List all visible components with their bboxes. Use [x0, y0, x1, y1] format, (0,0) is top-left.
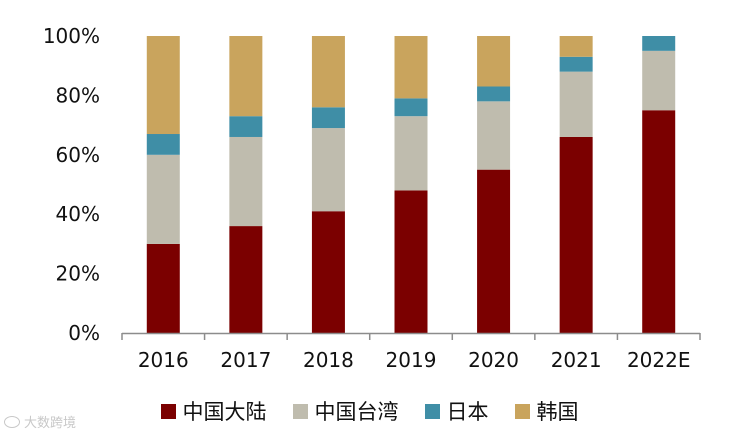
x-tick-label: 2022E: [627, 348, 691, 372]
bar-segment-2020-3: [477, 36, 511, 87]
legend-label-korea: 韩国: [536, 400, 579, 424]
x-tick-label: 2020: [468, 348, 519, 372]
bar-segment-2016-0: [146, 243, 180, 333]
bar-segment-2021-2: [559, 56, 593, 72]
legend-swatch-japan: [424, 403, 440, 419]
y-tick-label: 100%: [43, 24, 100, 48]
bar-segment-2017-3: [229, 36, 263, 117]
watermark-text: 大数跨境: [24, 416, 77, 431]
bar-segment-2021-0: [559, 136, 593, 333]
bar-segment-2021-1: [559, 71, 593, 137]
bar-segment-2016-3: [146, 36, 180, 135]
x-tick-label: 2018: [303, 348, 354, 372]
bar-segment-2021-3: [559, 36, 593, 57]
legend-item-japan: 日本: [424, 396, 489, 426]
watermark: 大数跨境: [4, 412, 76, 431]
y-tick-label: 80%: [56, 83, 100, 107]
legend-label-japan: 日本: [446, 400, 489, 424]
bar-segment-2020-1: [477, 101, 511, 170]
legend-label-mainland: 中国大陆: [182, 400, 267, 424]
bar-segment-2020-2: [477, 86, 511, 102]
bar-segment-2019-2: [394, 98, 428, 117]
bar-segment-2018-0: [311, 211, 345, 333]
y-tick-label: 20%: [56, 262, 100, 286]
legend: 中国大陆 中国台湾 日本 韩国: [0, 396, 739, 426]
bar-segment-2020-0: [477, 169, 511, 333]
legend-swatch-taiwan: [292, 403, 308, 419]
bar-segment-2019-0: [394, 190, 428, 333]
y-tick-label: 60%: [56, 143, 100, 167]
legend-swatch-korea: [514, 403, 530, 419]
legend-item-taiwan: 中国台湾: [292, 396, 399, 426]
bar-segment-2022E-0: [642, 110, 676, 333]
bar-segment-2017-0: [229, 226, 263, 333]
watermark-logo-icon: [4, 415, 20, 428]
bar-segment-2018-3: [311, 36, 345, 108]
legend-item-mainland: 中国大陆: [160, 396, 267, 426]
bar-segment-2022E-1: [642, 50, 676, 111]
y-tick-label: 0%: [68, 321, 100, 345]
x-tick-label: 2016: [138, 348, 189, 372]
bar-segment-2017-2: [229, 116, 263, 137]
bar-segment-2019-1: [394, 116, 428, 191]
bar-segment-2016-2: [146, 134, 180, 155]
x-tick-label: 2019: [386, 348, 437, 372]
bar-segment-2018-2: [311, 107, 345, 129]
legend-item-korea: 韩国: [514, 396, 579, 426]
x-tick-label: 2021: [551, 348, 602, 372]
legend-label-taiwan: 中国台湾: [314, 400, 399, 424]
bar-segment-2022E-2: [642, 36, 676, 51]
bar-segment-2018-1: [311, 128, 345, 212]
bar-segment-2019-3: [394, 36, 428, 99]
x-tick-label: 2017: [220, 348, 271, 372]
y-tick-label: 40%: [56, 202, 100, 226]
bar-segment-2016-1: [146, 154, 180, 244]
legend-swatch-mainland: [160, 403, 176, 419]
stacked-bar-chart: 0% 20% 40% 60% 80% 100% 2016 2017 2018 2019 2020 2…: [43, 24, 701, 372]
bar-segment-2017-1: [229, 136, 263, 227]
